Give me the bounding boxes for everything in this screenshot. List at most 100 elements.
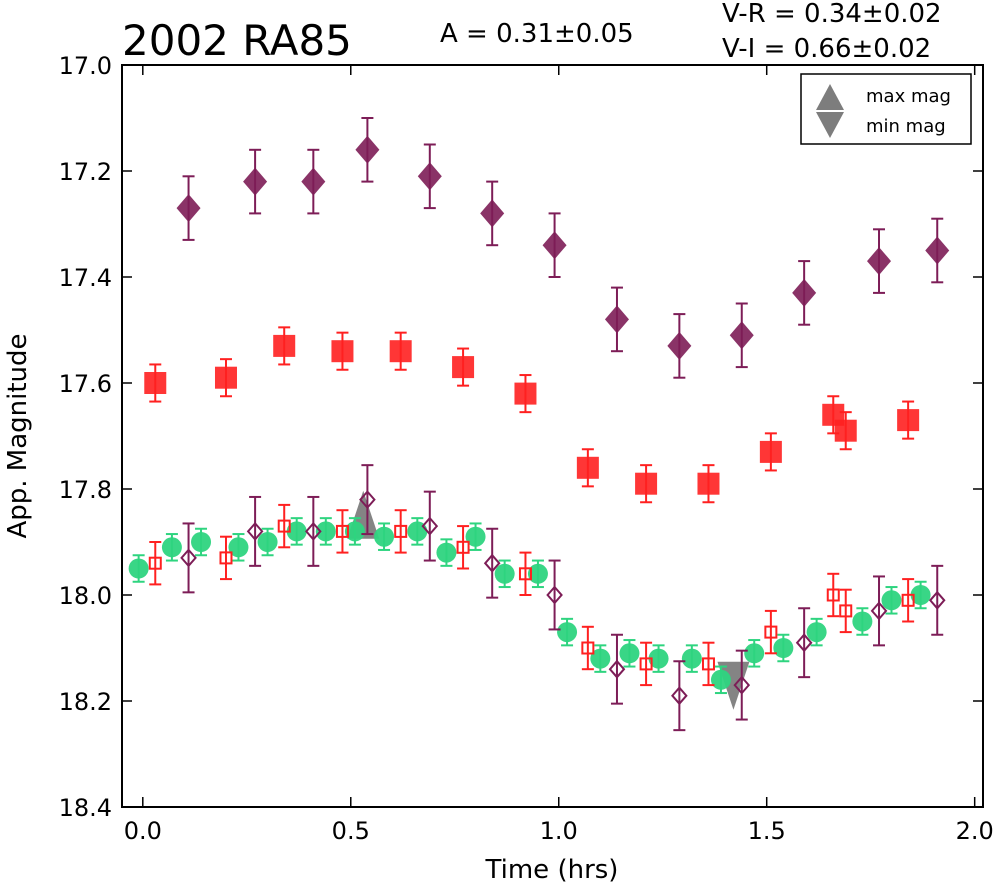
y-tick-label-5: 18.0	[59, 582, 112, 610]
data-point-4-11	[870, 601, 888, 621]
data-point-0-12	[925, 236, 950, 265]
data-point-2-13	[527, 563, 548, 584]
data-point-0-8	[667, 331, 692, 360]
data-point-3-5	[456, 540, 470, 554]
data-point-2-23	[852, 611, 873, 632]
plot-frame	[121, 64, 984, 808]
data-point-1-10	[759, 440, 782, 463]
data-point-2-10	[436, 542, 457, 563]
v-r-annotation: V-R = 0.34±0.02	[722, 0, 942, 29]
data-point-2-18	[681, 648, 702, 669]
data-point-1-7	[576, 456, 599, 479]
data-point-2-21	[773, 638, 794, 658]
series-diamond-filled	[176, 117, 950, 379]
data-point-3-2	[277, 519, 291, 533]
min-mag-legend-label: min mag	[866, 116, 946, 137]
data-point-2-3	[228, 537, 249, 558]
data-point-4-7	[608, 659, 626, 679]
data-point-1-8	[635, 472, 658, 495]
data-point-3-11	[826, 588, 840, 602]
plot-layer	[128, 117, 950, 732]
data-point-2-4	[257, 532, 278, 552]
data-point-2-14	[557, 622, 578, 643]
data-point-1-4	[389, 340, 412, 363]
data-point-1-3	[331, 340, 354, 363]
series-square-open	[148, 503, 915, 687]
data-point-4-9	[733, 675, 751, 695]
series-circle-filled	[128, 517, 931, 695]
data-point-4-4	[421, 516, 439, 536]
data-point-3-13	[901, 593, 915, 607]
x-tick-label-3: 1.5	[748, 817, 786, 845]
y-tick-label-1: 17.2	[59, 158, 112, 186]
max-mag-legend-marker	[816, 84, 844, 110]
data-point-2-19	[710, 669, 731, 690]
x-axis-label: Time (hrs)	[485, 855, 619, 885]
data-point-3-1	[219, 551, 233, 565]
y-tick-label-2: 17.4	[59, 264, 112, 292]
data-point-3-0	[148, 556, 162, 570]
legend: max mag min mag	[800, 73, 972, 145]
data-point-0-7	[604, 305, 629, 334]
data-point-2-12	[494, 563, 515, 584]
data-point-3-9	[701, 657, 715, 671]
data-point-2-17	[648, 648, 669, 669]
y-tick-label-4: 17.8	[59, 476, 112, 504]
data-point-0-5	[480, 199, 505, 228]
data-point-2-2	[191, 532, 212, 552]
series-square-filled	[144, 326, 920, 504]
data-point-0-0	[176, 194, 201, 223]
data-point-4-0	[180, 548, 197, 568]
data-point-0-6	[542, 231, 567, 260]
data-point-2-8	[374, 526, 395, 547]
data-point-2-20	[744, 643, 765, 664]
chart-title: 2002 RA85	[122, 16, 352, 65]
data-point-2-0	[128, 558, 149, 579]
data-point-0-9	[729, 321, 754, 350]
data-point-2-6	[315, 521, 336, 542]
y-axis-label: App. Magnitude	[3, 333, 33, 538]
data-point-1-13	[897, 409, 920, 432]
data-point-0-2	[301, 167, 326, 196]
data-point-4-8	[671, 686, 688, 706]
data-point-3-4	[394, 524, 408, 538]
data-point-4-6	[546, 585, 563, 605]
data-point-4-5	[483, 553, 501, 573]
y-tick-label-7: 18.4	[59, 794, 112, 822]
data-point-1-2	[273, 334, 296, 357]
data-point-3-8	[639, 657, 653, 671]
y-tick-label-6: 18.2	[59, 688, 112, 716]
data-point-3-7	[581, 641, 595, 655]
data-point-3-6	[518, 567, 532, 581]
v-i-annotation: V-I = 0.66±0.02	[722, 34, 931, 64]
data-point-2-16	[619, 643, 640, 664]
max-mag-legend-label: max mag	[866, 86, 951, 107]
data-point-1-1	[214, 366, 237, 389]
data-point-0-11	[867, 247, 892, 276]
data-point-4-1	[246, 521, 264, 541]
data-point-4-2	[305, 521, 322, 541]
data-point-1-9	[697, 472, 720, 495]
data-point-3-12	[839, 604, 853, 618]
x-tick-label-1: 0.5	[332, 817, 370, 845]
data-point-2-11	[465, 526, 486, 547]
y-tick-label-3: 17.6	[59, 370, 112, 398]
data-point-2-25	[910, 585, 931, 605]
data-point-2-22	[806, 622, 827, 643]
data-point-0-1	[243, 167, 268, 196]
data-point-4-3	[359, 490, 376, 510]
x-tick-label-2: 1.0	[540, 817, 578, 845]
series-diamond-open	[180, 464, 946, 732]
amplitude-annotation: A = 0.31±0.05	[440, 19, 634, 49]
data-point-2-1	[161, 537, 182, 558]
data-point-1-5	[452, 356, 475, 379]
data-point-0-4	[417, 162, 442, 191]
data-point-1-12	[834, 419, 857, 442]
data-point-2-5	[286, 521, 307, 542]
data-point-4-12	[928, 590, 946, 610]
data-point-0-3	[355, 135, 380, 164]
data-point-4-10	[795, 633, 813, 653]
x-tick-label-4: 2.0	[956, 817, 994, 845]
data-point-3-3	[335, 524, 349, 538]
